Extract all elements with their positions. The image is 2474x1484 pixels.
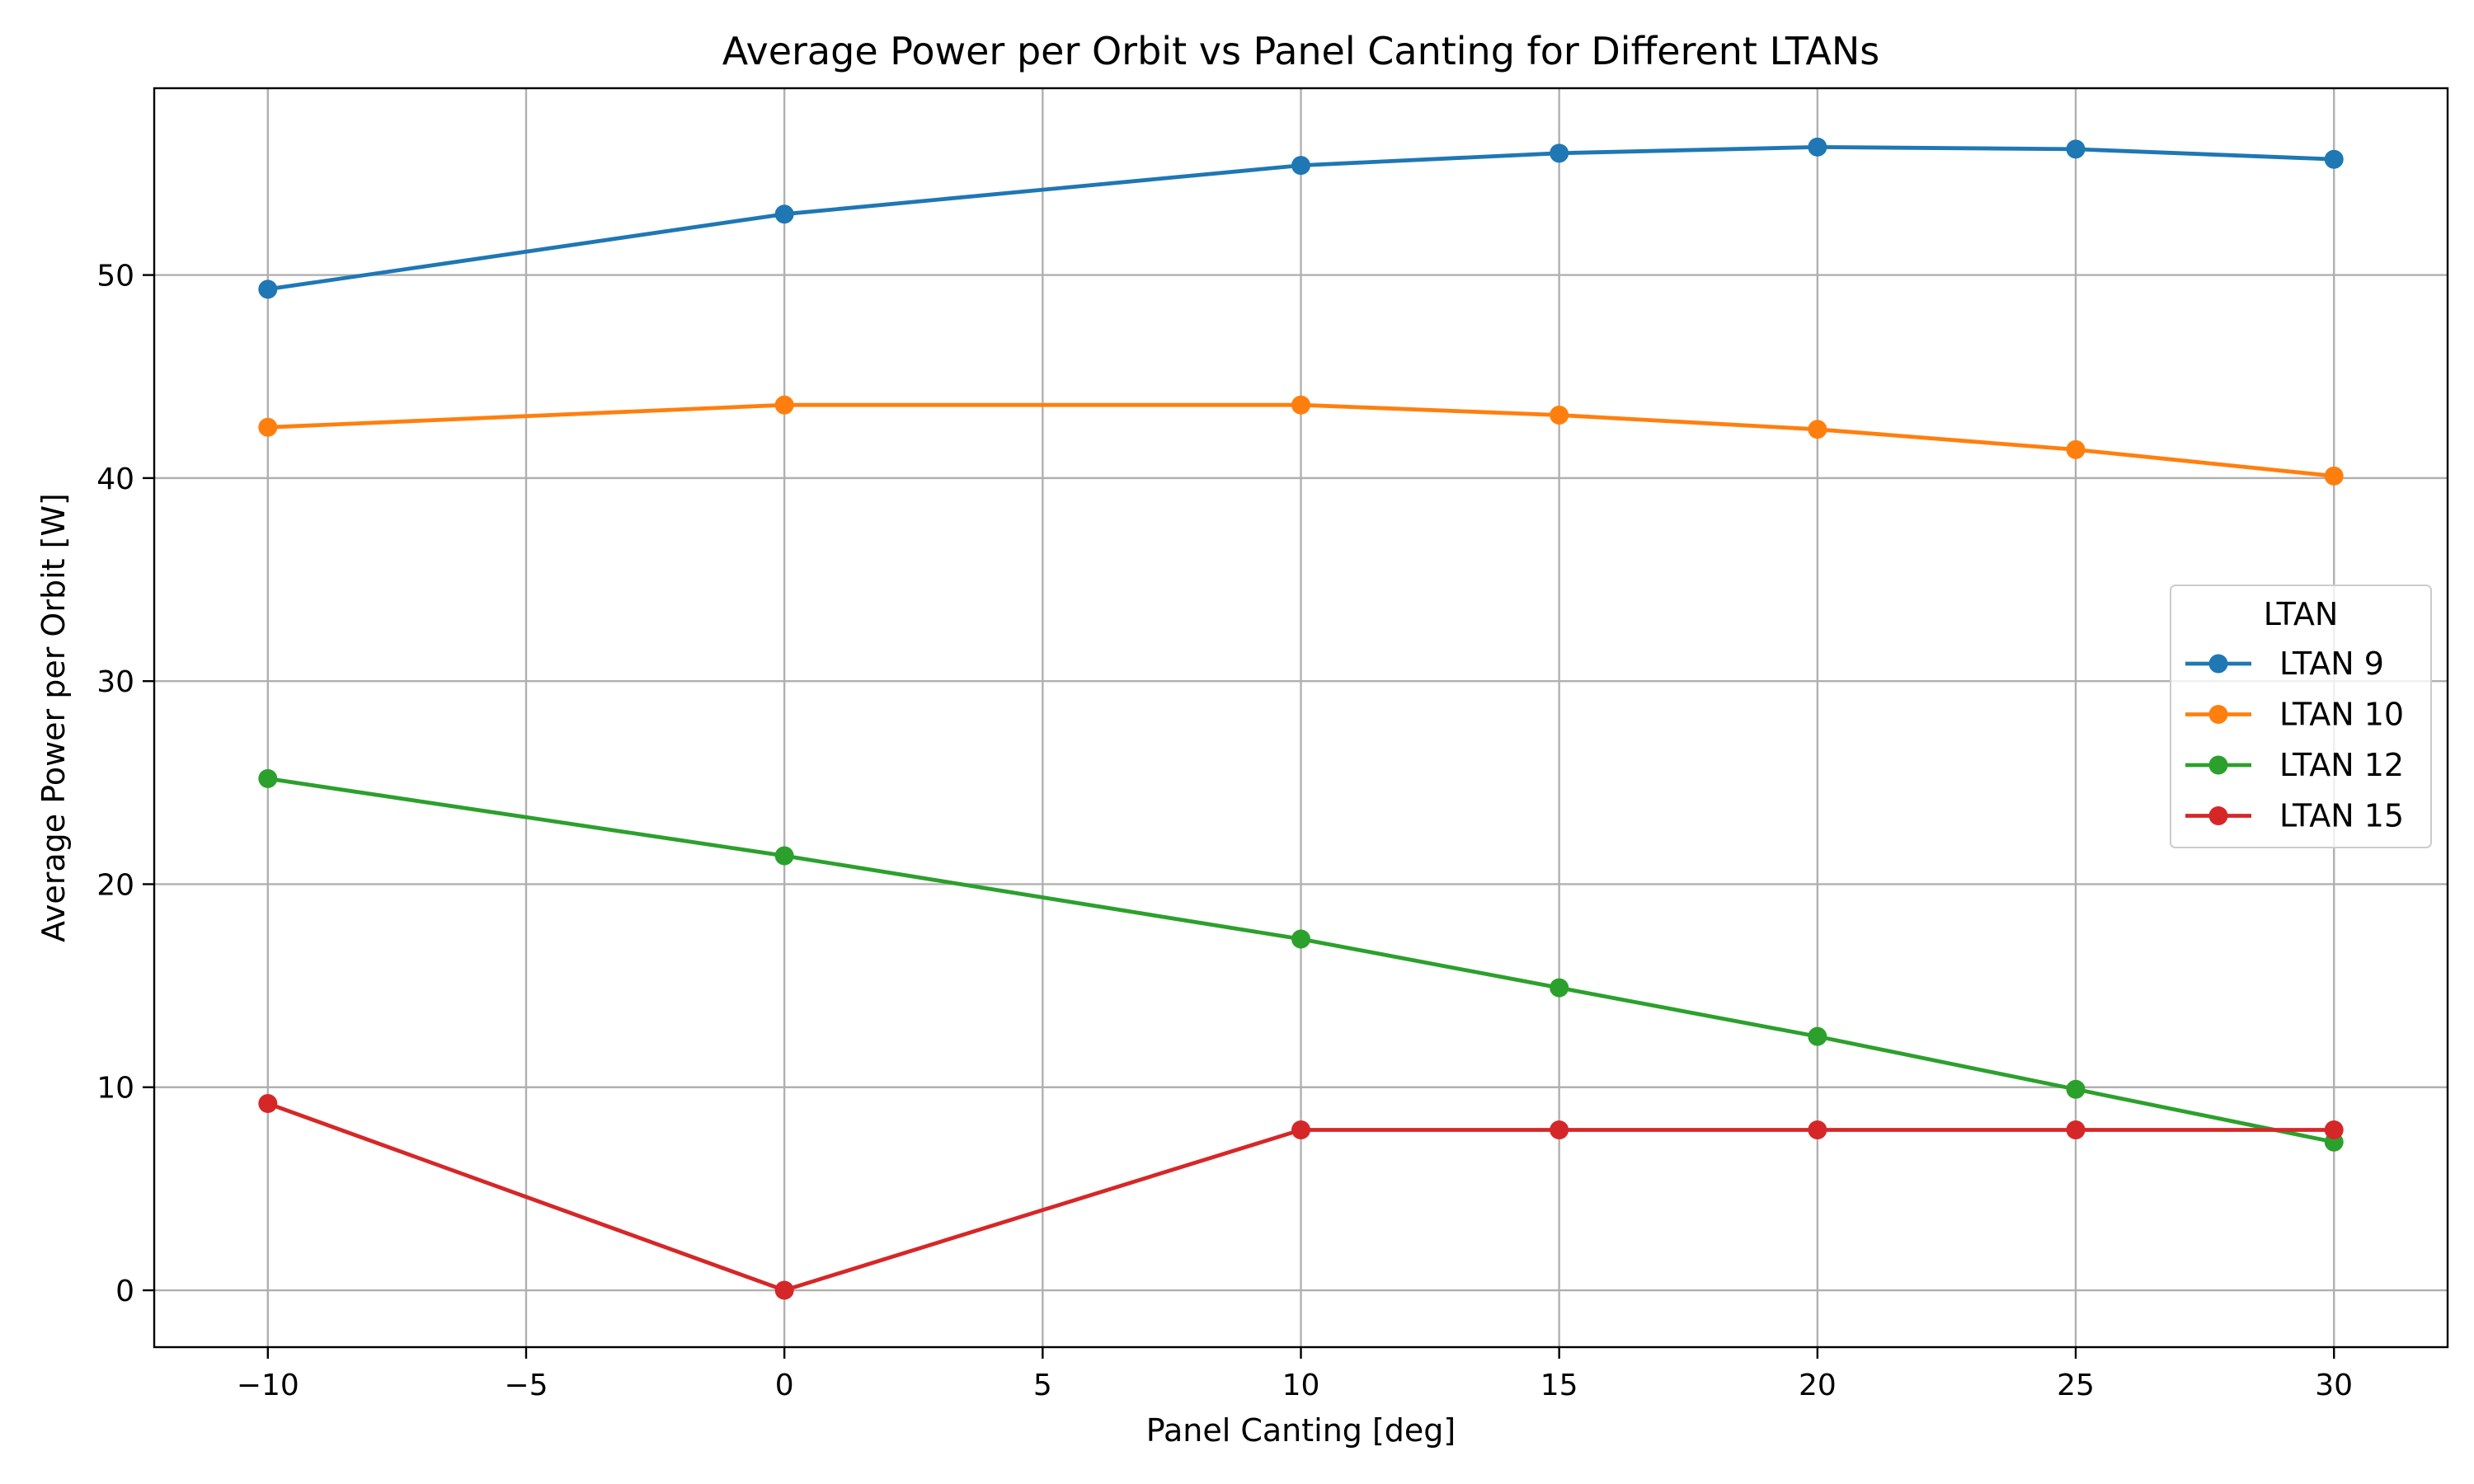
series-ltan-15 xyxy=(258,1093,2344,1300)
series-ltan-9 xyxy=(258,137,2344,299)
x-axis-label: Panel Canting [deg] xyxy=(1146,1412,1456,1449)
data-point-ltan-10 xyxy=(2324,466,2344,486)
data-point-ltan-9 xyxy=(774,204,794,224)
data-point-ltan-15 xyxy=(774,1280,794,1300)
data-point-ltan-12 xyxy=(1808,1026,1827,1046)
data-point-ltan-12 xyxy=(1291,929,1310,949)
legend-label: LTAN 9 xyxy=(2279,646,2384,682)
chart-title: Average Power per Orbit vs Panel Canting… xyxy=(722,29,1880,73)
data-point-ltan-15 xyxy=(258,1093,278,1113)
data-point-ltan-15 xyxy=(2066,1120,2086,1139)
data-point-ltan-10 xyxy=(1291,395,1310,415)
data-point-ltan-9 xyxy=(1550,143,1569,163)
data-point-ltan-10 xyxy=(774,395,794,415)
y-tick-label: 10 xyxy=(96,1072,134,1106)
y-tick-label: 20 xyxy=(96,868,134,902)
data-point-ltan-10 xyxy=(2066,439,2086,459)
data-point-ltan-9 xyxy=(258,279,278,299)
legend-label: LTAN 12 xyxy=(2279,747,2404,783)
data-point-ltan-15 xyxy=(1808,1120,1827,1139)
grid xyxy=(154,88,2448,1347)
legend-title: LTAN xyxy=(2264,596,2339,632)
y-tick-label: 50 xyxy=(96,260,134,294)
y-tick-label: 0 xyxy=(115,1275,134,1308)
x-tick-label: 15 xyxy=(1540,1369,1578,1402)
data-point-ltan-15 xyxy=(1550,1120,1569,1139)
data-point-ltan-15 xyxy=(2324,1120,2344,1139)
series-ltan-12 xyxy=(258,768,2344,1152)
data-point-ltan-9 xyxy=(2066,139,2086,159)
x-tick-label: 10 xyxy=(1282,1369,1320,1402)
series-ltan-10 xyxy=(258,395,2344,486)
ticks: −10 −5 0 5 10 15 20 25 30 0 10 20 30 40 50 xyxy=(96,260,2353,1402)
legend-entries: LTAN 9 LTAN 10 LTAN 12 LTAN 15 xyxy=(2185,646,2404,834)
legend-swatch-marker xyxy=(2208,654,2228,674)
data-point-ltan-12 xyxy=(774,846,794,866)
legend-label: LTAN 10 xyxy=(2279,697,2404,733)
data-point-ltan-12 xyxy=(258,768,278,788)
x-tick-label: 25 xyxy=(2057,1369,2095,1402)
data-point-ltan-10 xyxy=(1808,420,1827,439)
legend-swatch-marker xyxy=(2208,806,2228,825)
data-point-ltan-15 xyxy=(1291,1120,1310,1139)
legend-box xyxy=(2170,585,2432,848)
data-point-ltan-9 xyxy=(2324,149,2344,169)
data-point-ltan-10 xyxy=(258,417,278,437)
x-tick-label: 5 xyxy=(1033,1369,1052,1402)
legend: LTAN LTAN 9 LTAN 10 LTAN 12 LTAN 15 xyxy=(2170,585,2432,848)
data-point-ltan-9 xyxy=(1808,137,1827,157)
data-point-ltan-12 xyxy=(1550,978,1569,998)
legend-entry-ltan-9: LTAN 9 xyxy=(2185,646,2384,682)
legend-swatch-marker xyxy=(2208,755,2228,775)
x-tick-label: −5 xyxy=(504,1369,548,1402)
legend-swatch-marker xyxy=(2208,705,2228,724)
legend-label: LTAN 15 xyxy=(2279,798,2404,834)
x-tick-label: 20 xyxy=(1799,1369,1837,1402)
y-axis-label: Average Power per Orbit [W] xyxy=(35,493,72,942)
series-layer xyxy=(258,137,2344,1300)
x-tick-label: −10 xyxy=(237,1369,299,1402)
x-tick-label: 0 xyxy=(775,1369,794,1402)
data-point-ltan-10 xyxy=(1550,406,1569,425)
y-tick-label: 30 xyxy=(96,665,134,699)
legend-entry-ltan-15: LTAN 15 xyxy=(2185,798,2404,834)
y-tick-label: 40 xyxy=(96,463,134,496)
legend-entry-ltan-12: LTAN 12 xyxy=(2185,747,2404,783)
x-tick-label: 30 xyxy=(2315,1369,2353,1402)
data-point-ltan-9 xyxy=(1291,156,1310,176)
data-point-ltan-12 xyxy=(2066,1079,2086,1099)
legend-entry-ltan-10: LTAN 10 xyxy=(2185,697,2404,733)
